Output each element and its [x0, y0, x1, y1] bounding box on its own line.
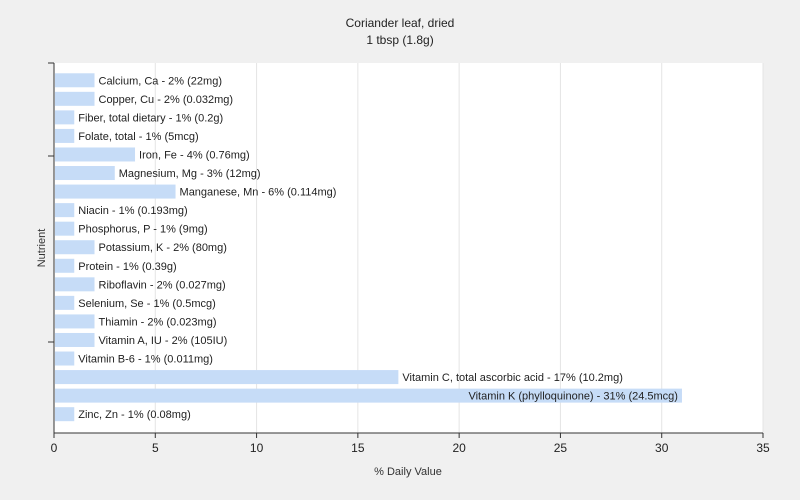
bar	[55, 370, 399, 385]
bar-label: Thiamin - 2% (0.023mg)	[99, 316, 217, 328]
x-tick-label: 0	[51, 441, 58, 455]
bar-label: Iron, Fe - 4% (0.76mg)	[139, 149, 250, 161]
bar	[55, 407, 75, 422]
chart-subtitle: 1 tbsp (1.8g)	[366, 33, 434, 47]
bar	[55, 147, 136, 162]
bar-label: Niacin - 1% (0.193mg)	[78, 205, 187, 217]
bar	[55, 128, 75, 143]
bar-label: Vitamin K (phylloquinone) - 31% (24.5mcg…	[468, 391, 678, 403]
x-tick-label: 15	[351, 441, 365, 455]
bar-label: Potassium, K - 2% (80mg)	[99, 242, 227, 254]
bar-label: Vitamin B-6 - 1% (0.011mg)	[78, 354, 213, 366]
bar	[55, 388, 682, 403]
x-tick-label: 25	[554, 441, 568, 455]
bar-label: Selenium, Se - 1% (0.5mcg)	[78, 298, 216, 310]
bar	[55, 203, 75, 218]
bar-label: Vitamin C, total ascorbic acid - 17% (10…	[402, 372, 623, 384]
bar	[55, 166, 115, 181]
bar-label: Copper, Cu - 2% (0.032mg)	[99, 94, 234, 106]
x-tick-label: 5	[152, 441, 159, 455]
bar-label: Magnesium, Mg - 3% (12mg)	[119, 168, 261, 180]
bar	[55, 258, 75, 273]
x-tick-label: 20	[452, 441, 466, 455]
bar	[55, 351, 75, 366]
bar-label: Phosphorus, P - 1% (9mg)	[78, 224, 207, 236]
bar-label: Zinc, Zn - 1% (0.08mg)	[78, 409, 190, 421]
bar	[55, 184, 176, 199]
bar	[55, 110, 75, 125]
x-tick-label: 35	[756, 441, 770, 455]
x-tick-label: 30	[655, 441, 669, 455]
bar-label: Folate, total - 1% (5mcg)	[78, 131, 198, 143]
bar	[55, 240, 95, 255]
bar	[55, 332, 95, 347]
chart-title: Coriander leaf, dried	[345, 16, 455, 30]
bar-label: Fiber, total dietary - 1% (0.2g)	[78, 112, 223, 124]
bar-label: Calcium, Ca - 2% (22mg)	[99, 75, 222, 87]
bar	[55, 221, 75, 236]
bar	[55, 73, 95, 88]
bar	[55, 277, 95, 292]
bar-label: Protein - 1% (0.39g)	[78, 261, 176, 273]
x-axis-label: % Daily Value	[374, 466, 442, 478]
bar	[55, 295, 75, 310]
bar-label: Riboflavin - 2% (0.027mg)	[99, 279, 226, 291]
bar-label: Manganese, Mn - 6% (0.114mg)	[180, 187, 337, 199]
x-tick-label: 10	[250, 441, 264, 455]
bar	[55, 91, 95, 106]
bar	[55, 314, 95, 329]
bar-label: Vitamin A, IU - 2% (105IU)	[99, 335, 228, 347]
